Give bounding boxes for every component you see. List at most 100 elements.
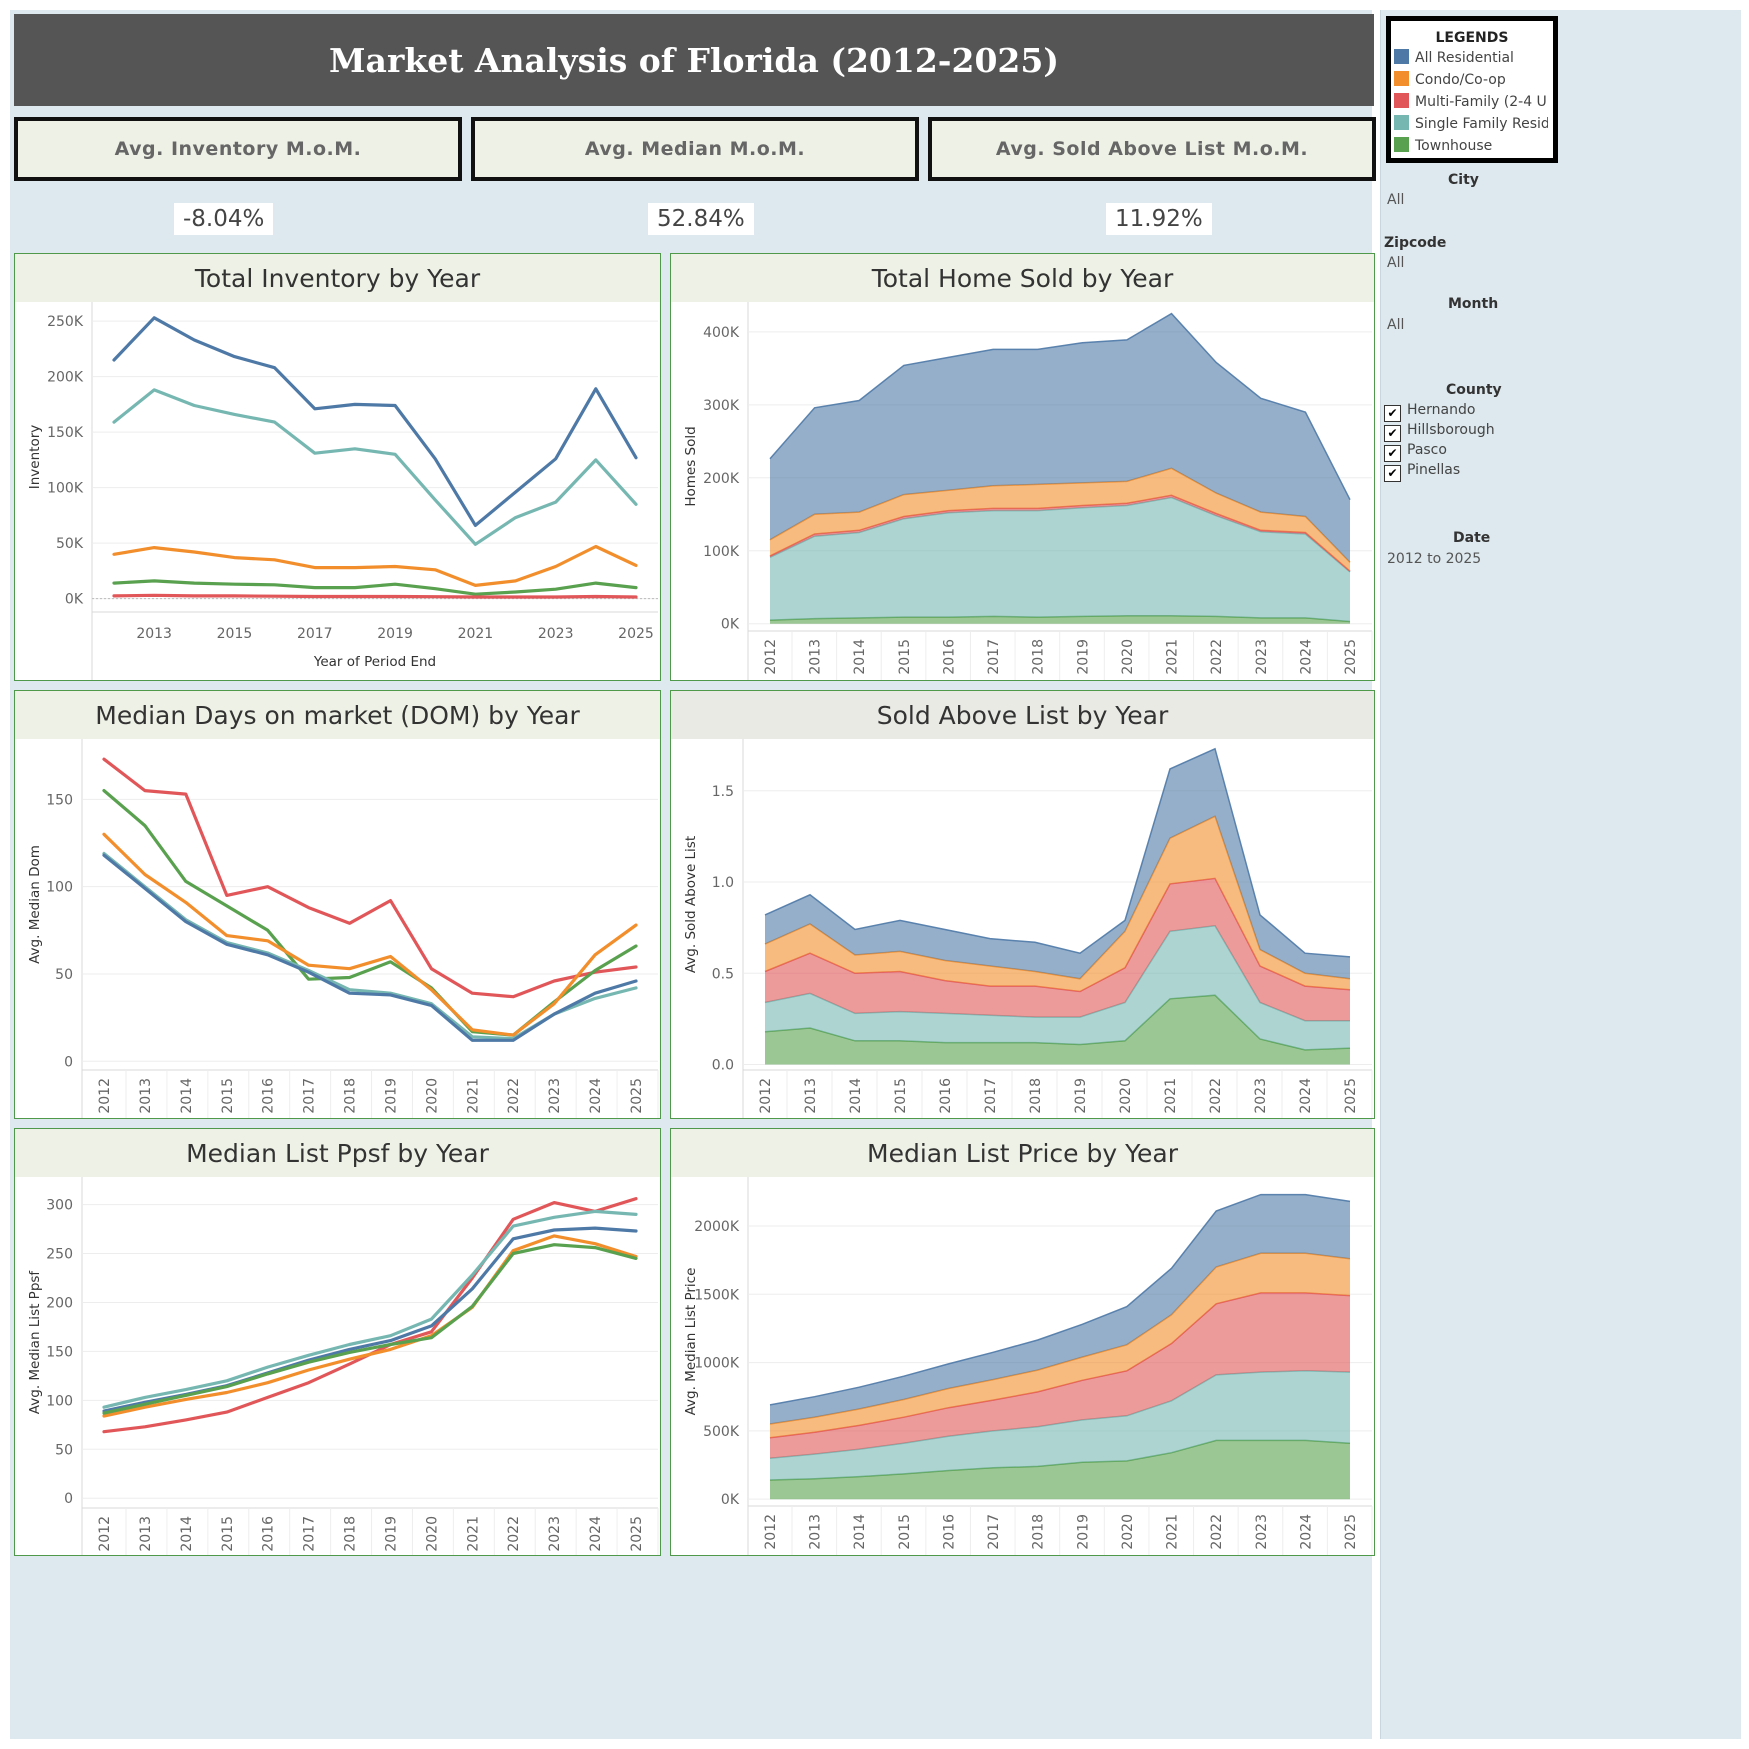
x-tick-label: 2015 [217,626,253,642]
county-option-hernando[interactable]: ✔ Hernando [1384,402,1475,422]
x-tick-label: 2020 [424,1078,440,1114]
inventory-chart-panel: Total Inventory by Year 0K 50K 100K 150K 200… [14,253,661,681]
x-tick-label: 2016 [941,1514,957,1550]
y-axis-label: Avg. Median List Price [683,1268,699,1416]
chart-title: Median List Ppsf by Year [15,1129,660,1177]
series-area-multi-family-2-4-unit [770,1292,1350,1459]
y-tick-label: 0K [65,592,84,608]
series-area-single-family-residential [770,1370,1350,1480]
y-tick-label: 100K [47,481,84,497]
chart-title: Sold Above List by Year [671,691,1374,739]
x-tick-label: 2021 [1165,639,1181,675]
series-area-all-residential [770,1194,1350,1424]
list-price-chart-panel: Median List Price by Year 0K 500K 1000K 150… [670,1128,1375,1556]
legend-swatch [1394,71,1409,86]
series-line-multi-family-2-4-unit [112,593,638,599]
city-filter-dropdown[interactable]: All [1387,192,1405,208]
sold-above-chart-panel: Sold Above List by Year 0.0 0.5 1.0 1.5 Avg.… [670,690,1375,1119]
chart-title: Total Home Sold by Year [671,254,1374,302]
x-tick-label: 2015 [897,1514,913,1550]
y-tick-label: 250K [47,314,84,330]
y-tick-label: 0 [64,1054,73,1070]
x-tick-label: 2020 [1118,1078,1134,1114]
dom-line-chart: 0 50 100 150 Avg. Median Dom 2012 2013 2014 2015… [27,739,659,1118]
x-tick-label: 2020 [424,1516,440,1552]
x-tick-label: 2013 [808,1514,824,1550]
chart-title: Median Days on market (DOM) by Year [15,691,660,739]
x-tick-label: 2019 [377,626,413,642]
x-tick-label: 2016 [261,1516,277,1552]
y-axis-label: Inventory [27,425,43,489]
legend-item-single-family[interactable]: Single Family Resid.. [1394,115,1548,135]
county-option-pinellas[interactable]: ✔ Pinellas [1384,462,1460,482]
y-tick-label: 1500K [694,1287,740,1303]
x-tick-label: 2025 [1343,1514,1359,1550]
checkbox[interactable]: ✔ [1384,405,1401,422]
x-tick-label: 2023 [1253,1078,1269,1114]
x-tick-label: 2018 [343,1516,359,1552]
x-tick-label: 2021 [1165,1514,1181,1550]
zipcode-filter-dropdown[interactable]: All [1387,255,1405,271]
y-axis-label: Avg. Median List Ppsf [27,1270,43,1415]
x-tick-label: 2023 [1254,1514,1270,1550]
x-tick-label: 2021 [465,1078,481,1114]
legend-swatch [1394,49,1409,64]
y-tick-label: 1.5 [712,784,734,800]
date-filter-range[interactable]: 2012 to 2025 [1387,551,1482,567]
y-axis-label: Avg. Sold Above List [683,836,699,973]
series-line-condo-co-op [112,544,638,587]
x-tick-label: 2020 [1120,639,1136,675]
x-tick-label: 2014 [179,1516,195,1552]
month-filter-dropdown[interactable]: All [1387,317,1405,333]
series-area-condo-co-op [765,816,1350,992]
x-tick-label: 2025 [1343,1078,1359,1114]
legend-item-condo[interactable]: Condo/Co-op [1394,71,1548,91]
x-tick-label: 2019 [383,1516,399,1552]
x-tick-label: 2020 [1120,1514,1136,1550]
y-tick-label: 0.0 [712,1058,734,1074]
legend: LEGENDS All Residential Condo/Co-op Mult… [1386,16,1558,163]
county-option-hillsborough[interactable]: ✔ Hillsborough [1384,422,1495,442]
kpi-median-value: 52.84% [648,203,754,235]
series-area-townhouse [770,1440,1350,1500]
chart-title: Median List Price by Year [671,1129,1374,1177]
series-line-condo-co-op [102,832,638,1037]
series-edge-all-residential [769,1193,1351,1406]
x-tick-label: 2015 [897,639,913,675]
ppsf-chart-panel: Median List Ppsf by Year 0 50 100 150 200 250… [14,1128,661,1556]
y-tick-label: 0.5 [712,966,734,982]
x-tick-label: 2017 [983,1078,999,1114]
x-tick-label: 2017 [297,626,333,642]
y-tick-label: 1000K [694,1356,740,1372]
x-tick-label: 2017 [986,639,1002,675]
checkbox[interactable]: ✔ [1384,465,1401,482]
legend-label: Multi-Family (2-4 U.. [1415,94,1548,110]
series-line-townhouse [102,1243,638,1415]
checkbox[interactable]: ✔ [1384,425,1401,442]
x-tick-label: 2014 [848,1078,864,1114]
x-tick-label: 2021 [465,1516,481,1552]
zipcode-filter-title: Zipcode [1384,235,1447,251]
kpi-median-label: Avg. Median M.o.M. [584,138,806,160]
series-edge-all-residential [769,312,1351,501]
x-tick-label: 2018 [1031,639,1047,675]
y-axis-label: Homes Sold [683,426,699,506]
x-tick-label: 2015 [220,1078,236,1114]
x-tick-label: 2023 [1254,639,1270,675]
x-tick-label: 2024 [1298,1514,1314,1550]
y-tick-label: 200K [703,471,740,487]
county-option-pasco[interactable]: ✔ Pasco [1384,442,1447,462]
series-area-single-family-residential [765,925,1350,1050]
legend-swatch [1394,137,1409,152]
y-tick-label: 100 [46,880,73,896]
county-option-label: Pasco [1407,442,1447,458]
legend-item-townhouse[interactable]: Townhouse [1394,137,1548,157]
x-tick-label: 2018 [343,1078,359,1114]
y-tick-label: 2000K [694,1219,740,1235]
x-tick-label: 2017 [986,1514,1002,1550]
checkbox[interactable]: ✔ [1384,445,1401,462]
legend-item-multi-family[interactable]: Multi-Family (2-4 U.. [1394,93,1548,113]
legend-item-all-residential[interactable]: All Residential [1394,49,1548,69]
x-tick-label: 2023 [538,626,574,642]
kpi-inventory-box: Avg. Inventory M.o.M. [14,117,462,181]
